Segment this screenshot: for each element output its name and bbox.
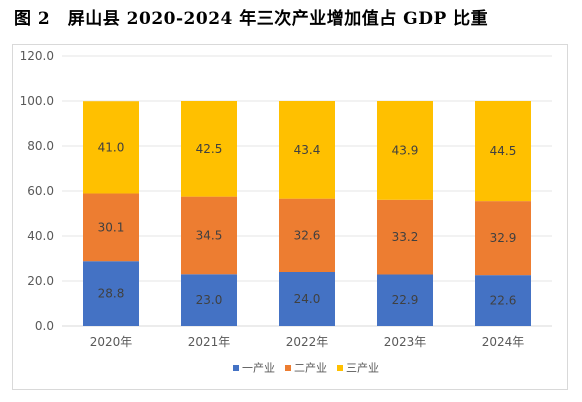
bar-segment-1 [181, 274, 237, 326]
bar-segment-1 [475, 275, 531, 326]
bar-segment-2 [279, 198, 335, 272]
legend-swatch [285, 365, 291, 371]
legend: 一产业 二产业 三产业 [233, 361, 379, 375]
bars [83, 101, 531, 326]
data-label: 32.6 [294, 228, 321, 242]
data-label: 43.4 [294, 143, 321, 157]
data-label: 41.0 [98, 140, 125, 154]
y-tick-label: 40.0 [27, 229, 54, 243]
y-tick-label: 120.0 [20, 49, 54, 63]
data-label: 32.9 [490, 231, 517, 245]
data-label: 42.5 [196, 142, 223, 156]
chart-frame [12, 44, 568, 390]
data-label: 22.9 [392, 293, 419, 307]
bar-segment-3 [181, 101, 237, 197]
data-label: 23.0 [196, 293, 223, 307]
y-tick-label: 60.0 [27, 184, 54, 198]
legend-swatch [233, 365, 239, 371]
data-label: 30.1 [98, 220, 125, 234]
y-tick-label: 0.0 [35, 319, 54, 333]
legend-label: 三产业 [346, 361, 379, 375]
chart-title: 图 2 屏山县 2020-2024 年三次产业增加值占 GDP 比重 [14, 9, 489, 29]
bar-segment-2 [475, 201, 531, 276]
data-label: 44.5 [490, 144, 517, 158]
bar-segment-2 [181, 196, 237, 275]
data-label: 33.2 [392, 230, 419, 244]
x-tick-label: 2020年 [90, 335, 133, 349]
data-label: 43.9 [392, 143, 419, 157]
y-tick-label: 20.0 [27, 274, 54, 288]
bar-segment-1 [279, 272, 335, 326]
bar-segment-3 [83, 101, 139, 194]
data-label: 28.8 [98, 287, 125, 301]
data-labels: 28.8 30.1 41.0 23.0 34.5 42.5 24.0 32.6 43.4 22.9… [98, 140, 517, 307]
bar-segment-3 [475, 101, 531, 202]
y-axis-ticks: 0.0 20.0 40.0 60.0 80.0 100.0 120.0 [20, 49, 54, 333]
x-axis-ticks: 2020年 2021年 2022年 2023年 2024年 [90, 335, 525, 349]
data-label: 22.6 [490, 294, 517, 308]
bar-segment-2 [377, 199, 433, 275]
x-tick-label: 2022年 [286, 335, 329, 349]
legend-swatch [337, 365, 343, 371]
data-label: 24.0 [294, 292, 321, 306]
bar-segment-3 [279, 101, 335, 199]
bar-segment-3 [377, 101, 433, 200]
x-tick-label: 2023年 [384, 335, 427, 349]
data-label: 34.5 [196, 228, 223, 242]
x-tick-label: 2024年 [482, 335, 525, 349]
legend-label: 一产业 [242, 361, 275, 375]
y-tick-label: 80.0 [27, 139, 54, 153]
x-tick-label: 2021年 [188, 335, 231, 349]
legend-label: 二产业 [294, 361, 327, 375]
bar-segment-1 [83, 261, 139, 326]
bar-segment-2 [83, 193, 139, 262]
bar-segment-1 [377, 274, 433, 326]
y-tick-label: 100.0 [20, 94, 54, 108]
